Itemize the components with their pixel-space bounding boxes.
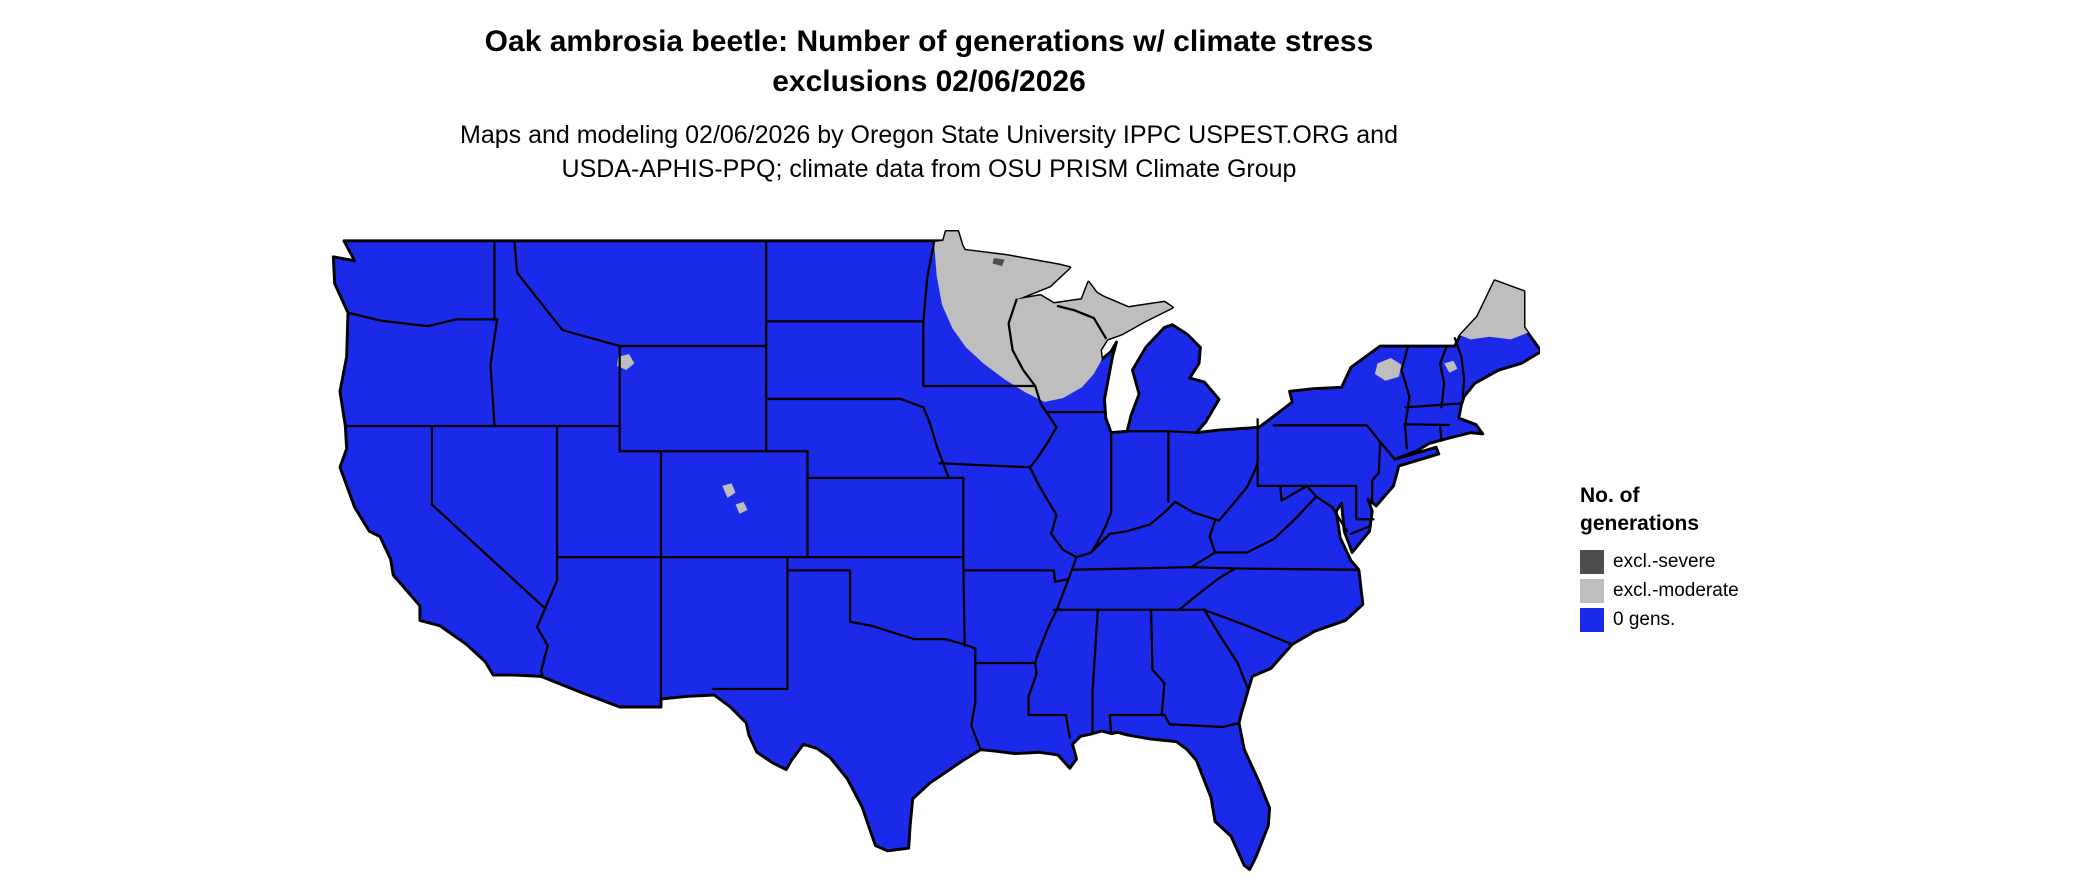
- map-title: Oak ambrosia beetle: Number of generatio…: [0, 22, 1858, 102]
- legend-label-0-gens: 0 gens.: [1613, 608, 1676, 630]
- region-adirondacks: [1374, 358, 1402, 381]
- legend-swatch-0-gens: [1580, 607, 1604, 632]
- us-map: [328, 229, 1540, 884]
- us-map-svg: [331, 230, 1540, 871]
- region-northern-maine: [1460, 280, 1529, 340]
- map-subtitle-line1: Maps and modeling 02/06/2026 by Oregon S…: [460, 121, 1398, 149]
- legend-title: No. of generations: [1580, 482, 1739, 538]
- legend: No. of generations excl.-severe excl.-mo…: [1580, 482, 1739, 635]
- legend-title-line1: No. of: [1580, 484, 1640, 507]
- state-borders: [344, 239, 1466, 751]
- legend-swatch-moderate: [1580, 578, 1604, 603]
- region-upper-midwest: [934, 231, 1173, 403]
- region-white-mountains: [1444, 360, 1458, 373]
- legend-item: 0 gens.: [1580, 606, 1739, 633]
- legend-title-line2: generations: [1580, 512, 1700, 535]
- region-yellowstone-area: [617, 354, 635, 371]
- region-boundary-waters: [992, 258, 1005, 267]
- map-subtitle-line2: USDA-APHIS-PPQ; climate data from OSU PR…: [561, 155, 1297, 183]
- legend-label-moderate: excl.-moderate: [1613, 579, 1739, 601]
- region-conus: [331, 230, 1540, 871]
- region-colorado-rockies: [722, 483, 748, 514]
- legend-item: excl.-severe: [1580, 548, 1739, 575]
- map-title-line2: exclusions 02/06/2026: [772, 65, 1086, 98]
- map-title-line1: Oak ambrosia beetle: Number of generatio…: [484, 25, 1374, 58]
- legend-label-severe: excl.-severe: [1613, 550, 1716, 572]
- legend-swatch-severe: [1580, 549, 1604, 574]
- legend-item: excl.-moderate: [1580, 577, 1739, 604]
- map-subtitle: Maps and modeling 02/06/2026 by Oregon S…: [0, 118, 1858, 186]
